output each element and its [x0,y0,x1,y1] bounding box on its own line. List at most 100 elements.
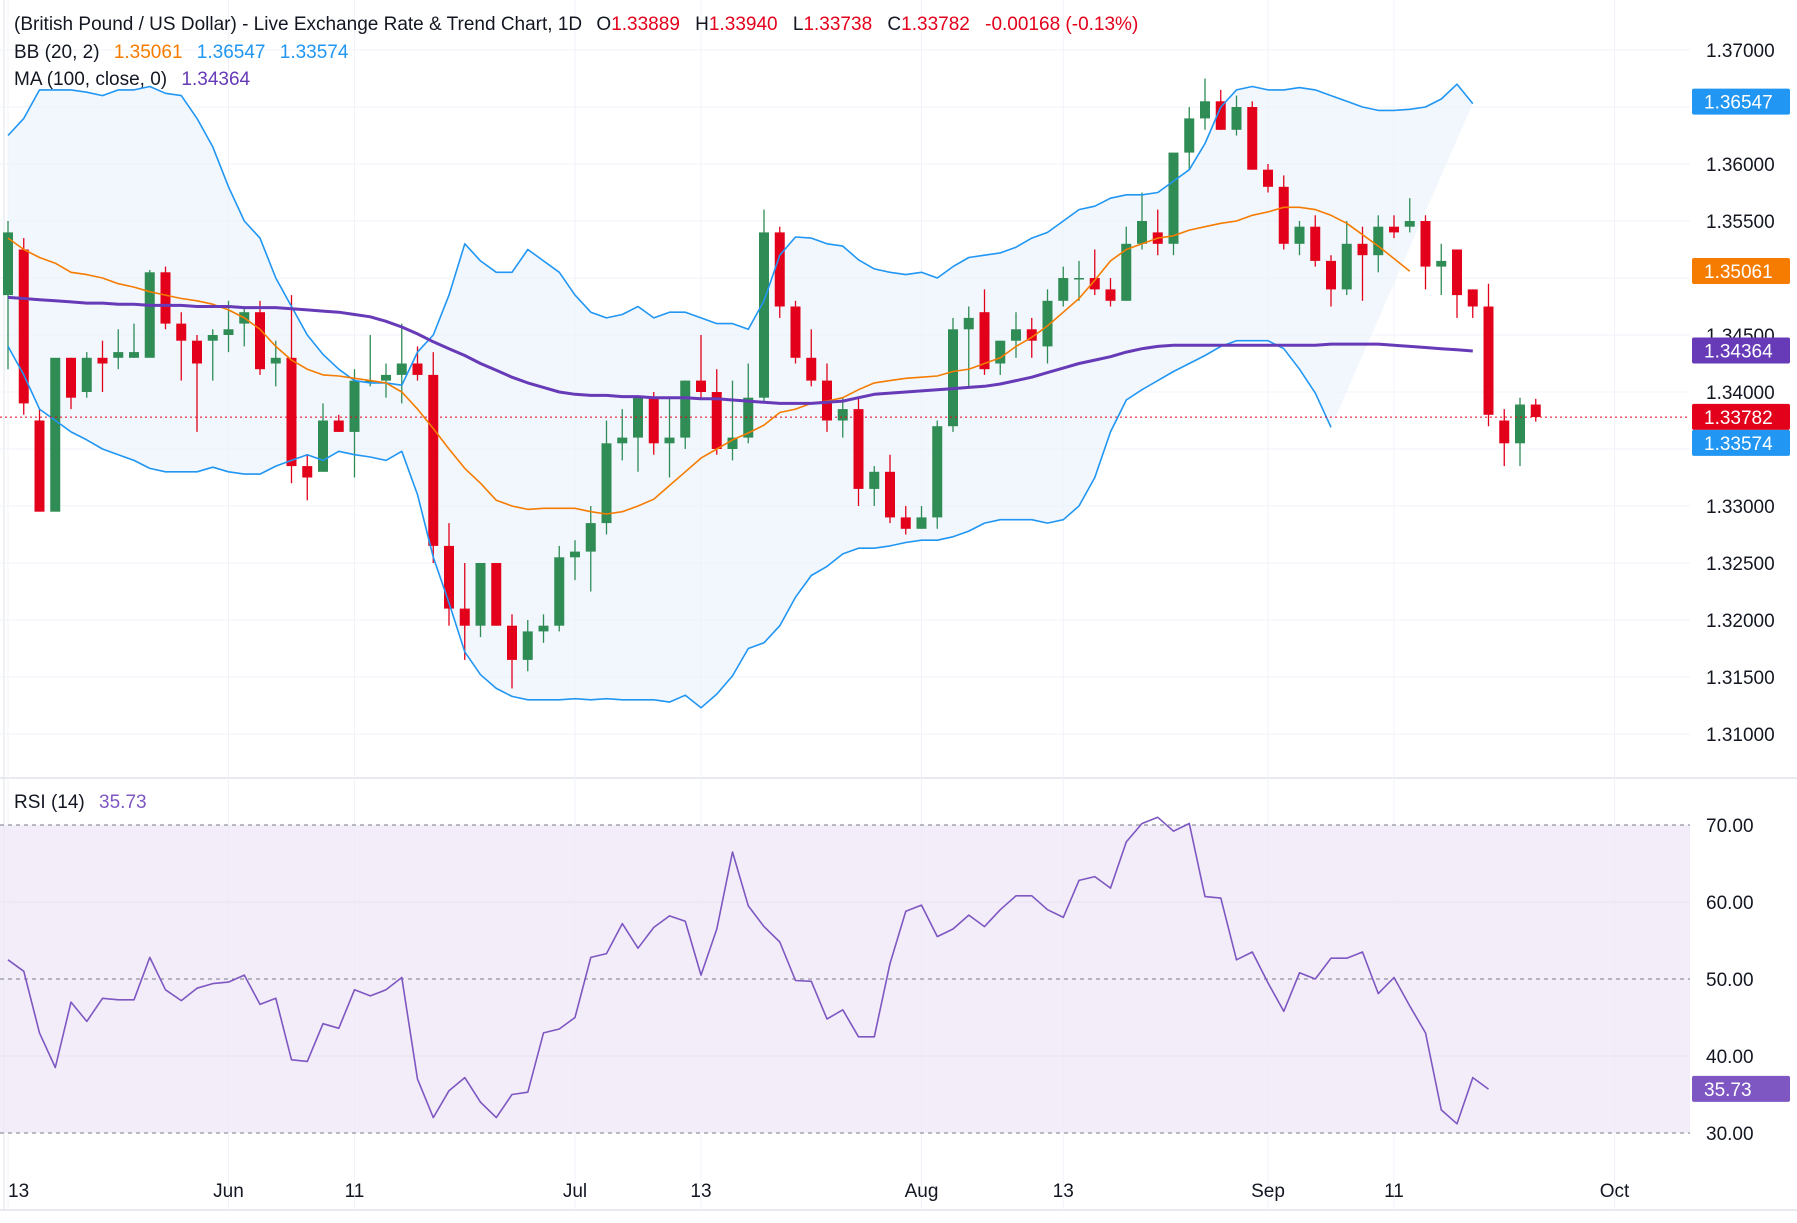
price-tags: 1.36547 1.35061 1.34364 1.33782 1.33574 35.73 [1692,88,1790,1102]
price-tag: 1.33574 [1692,429,1790,456]
candle-body [554,557,565,626]
candle [1326,255,1336,307]
candle-body [1515,404,1525,444]
candle-body [81,357,92,392]
candle-body [948,329,958,427]
time-axis-label: 11 [1384,1181,1404,1202]
bb-upper-line [7,83,1474,387]
bb-upper-value: 1.36547 [196,42,266,63]
rsi-axis-label: 70.00 [1706,816,1754,837]
legend-ma[interactable]: MA (100, close, 0) 1.34364 [14,67,259,93]
candle-body [491,563,502,626]
candle-body [806,357,817,381]
price-tag-box [1692,258,1790,285]
candle [916,506,927,529]
time-axis-label: Jul [563,1181,587,1202]
candle-body [333,420,344,432]
candle-body [3,232,13,296]
candle-body [396,363,407,375]
candle [1436,243,1447,296]
candle [113,329,124,370]
candle [837,397,848,438]
candle-body [223,329,234,335]
candle [1467,289,1478,318]
candle [1452,249,1462,318]
candle [1294,221,1305,256]
rsi-label: RSI (14) [14,792,85,813]
time-axis-label: 13 [8,1181,29,1202]
candle-body [1263,169,1273,187]
time-axis-label: 11 [345,1181,365,1202]
candle [1058,266,1069,307]
candle-body [207,335,218,341]
legend-rsi[interactable]: RSI (14) 35.73 [14,790,156,816]
candle-body [885,471,895,518]
price-axis-label: 1.31500 [1706,668,1775,689]
candle [18,238,29,415]
candle [648,392,659,455]
candle-body [1530,404,1541,418]
candle [255,300,265,375]
price-tag-text: 1.35061 [1704,262,1773,283]
candle [129,323,139,358]
candle [900,506,911,535]
candle [1247,101,1258,170]
candle-body [727,437,738,449]
open-label: O [596,14,612,35]
candle [853,397,864,506]
candle-body [1420,221,1431,267]
candle [1420,215,1431,290]
price-tag-box [1692,337,1790,364]
candle-body [1294,226,1305,244]
price-axis-label: 1.33000 [1706,497,1775,518]
candle [1404,198,1415,233]
price-tag: 1.35061 [1692,258,1790,285]
candle [176,312,187,381]
price-axis-label: 1.34000 [1706,383,1775,404]
candle-body [916,517,927,529]
candle [444,523,454,626]
candle-body [160,272,171,324]
candle-body [1168,152,1179,244]
bb-lower-line [7,339,1332,709]
candle [538,614,549,643]
candle-body [1074,278,1084,280]
close-value: 1.33782 [901,14,970,35]
indicator-lines [0,83,1690,1125]
candle [1121,226,1132,301]
candle-body [1373,226,1384,256]
candle-body [1341,243,1352,290]
candle [1089,249,1100,296]
candle [570,540,580,581]
candle-body [192,340,202,364]
candle [1278,175,1289,250]
candle [365,335,376,387]
candle [1483,283,1494,427]
candle [34,409,45,512]
low-value: 1.33738 [803,14,873,35]
candle [759,209,769,404]
candle [1389,215,1399,239]
legend-bb[interactable]: BB (20, 2) 1.35061 1.36547 1.33574 [14,40,357,66]
candle [381,363,391,398]
candle [585,506,596,592]
price-tag: 1.34364 [1692,337,1790,364]
candle-body [680,380,691,438]
candle [948,317,958,432]
candle-body [1326,260,1336,290]
ma100-line [7,295,1473,405]
candle-body [774,232,785,307]
price-axis-label: 1.37000 [1706,41,1775,62]
candle-body [617,437,628,444]
candle [286,295,297,484]
candle [743,363,754,444]
candle [1231,95,1242,136]
price-axis-label: 1.35500 [1706,212,1775,233]
candle-body [475,563,486,626]
candle [1310,215,1321,267]
change-value: -0.00168 (-0.13%) [985,14,1139,35]
rsi-axis-label: 50.00 [1706,970,1754,991]
candle [160,266,171,330]
candle [192,335,202,432]
